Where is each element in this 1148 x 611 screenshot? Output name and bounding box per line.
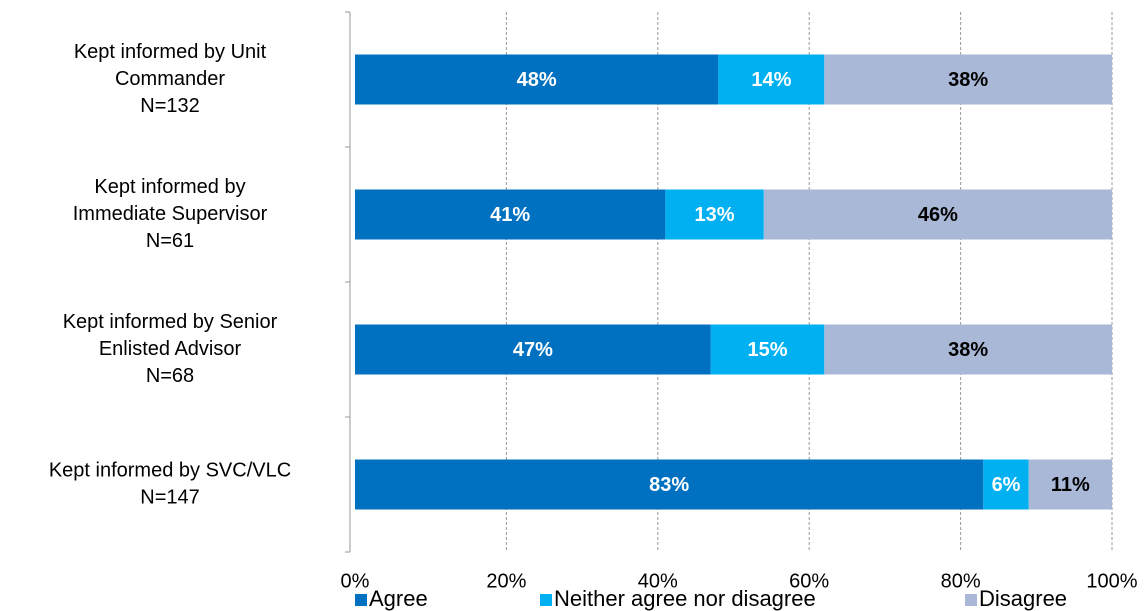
legend-swatch [355,594,367,606]
data-label: 41% [490,204,530,226]
y-tick-label: Kept informed by Senior [63,311,278,333]
x-tick-label: 80% [941,570,981,592]
data-label: 13% [695,204,735,226]
y-tick-label: N=147 [140,486,200,508]
legend-swatch [540,594,552,606]
data-label: 38% [948,69,988,91]
legend-swatch [965,594,977,606]
data-label: 14% [751,69,791,91]
x-tick-label: 20% [486,570,526,592]
x-tick-label: 60% [789,570,829,592]
y-tick-label: Enlisted Advisor [99,338,242,360]
data-label: 15% [748,339,788,361]
data-label: 38% [948,339,988,361]
y-tick-label: N=132 [140,95,200,117]
y-tick-label: Kept informed by [94,176,245,198]
y-tick-label: N=68 [146,365,194,387]
x-tick-label: 100% [1086,570,1137,592]
x-tick-label: 40% [638,570,678,592]
data-label: 47% [513,339,553,361]
data-label: 11% [1051,474,1090,496]
y-tick-label: Immediate Supervisor [73,203,268,225]
bar-segment [355,54,719,105]
data-label: 83% [649,474,689,496]
x-tick-label: 0% [341,570,370,592]
bar-segment [763,189,1112,240]
y-tick-label: Kept informed by SVC/VLC [49,459,291,481]
y-tick-label: Commander [115,68,225,90]
y-tick-label: Kept informed by Unit [74,41,267,63]
bar-segment [983,459,1029,510]
bar-segment [355,324,711,375]
bar-segment [355,459,984,510]
bar-segment [824,54,1112,105]
data-label: 6% [992,474,1021,496]
legend-label: Agree [369,586,428,611]
bar-segment [710,324,825,375]
bar-segment [665,189,764,240]
data-label: 48% [517,69,557,91]
data-label: 46% [918,204,958,226]
bar-segment [355,189,666,240]
bar-segment [1028,459,1112,510]
bar-segment [824,324,1112,375]
legend-label: Neither agree nor disagree [554,586,816,611]
y-tick-label: N=61 [146,230,194,252]
bar-segment [718,54,825,105]
legend-label: Disagree [979,586,1067,611]
